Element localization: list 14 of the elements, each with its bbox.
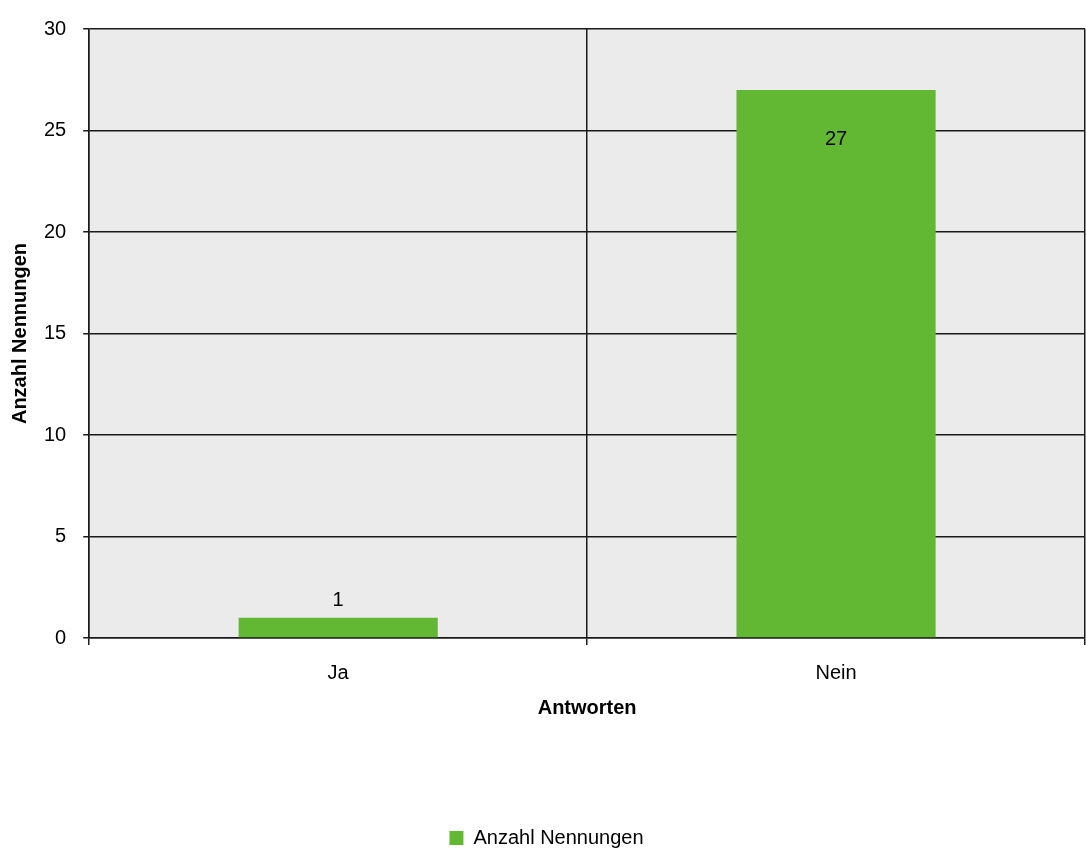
y-tick-label: 25 [44, 118, 67, 141]
y-tick-label: 5 [55, 524, 67, 547]
y-tick-label: 10 [44, 422, 67, 445]
y-tick-label: 15 [44, 321, 67, 344]
x-axis-title: Antworten [537, 695, 637, 718]
legend-label: Anzahl Nennungen [473, 825, 644, 848]
x-tick-label: Ja [327, 660, 350, 683]
data-label: 27 [824, 127, 848, 150]
data-label: 1 [332, 588, 344, 611]
y-tick-label: 20 [44, 219, 67, 242]
y-tick-label: 0 [55, 625, 67, 648]
y-axis-title: Anzahl Nennungen [7, 242, 30, 425]
x-tick-label: Nein [815, 660, 857, 683]
y-tick-label: 30 [44, 16, 67, 39]
